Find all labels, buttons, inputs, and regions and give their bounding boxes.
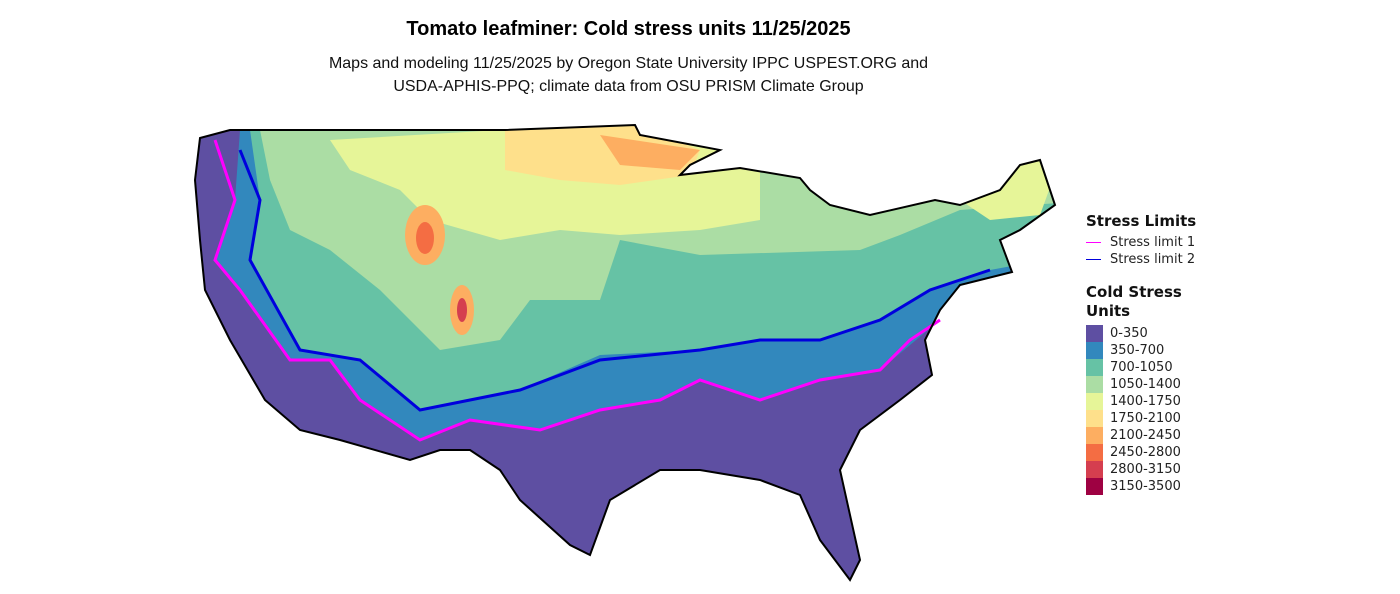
legend-item-stress-limit-1: Stress limit 1	[1086, 234, 1196, 251]
zone-2100-2450	[600, 135, 700, 170]
legend-item-class: 0-350	[1086, 325, 1182, 342]
class-label: 3150-3500	[1110, 479, 1181, 494]
class-label: 350-700	[1110, 343, 1165, 358]
class-label: 1750-2100	[1110, 411, 1181, 426]
stress-limit-1-swatch	[1086, 242, 1101, 243]
cold-stress-legend-title-2: Units	[1086, 302, 1131, 320]
class-swatch	[1086, 359, 1103, 376]
class-swatch	[1086, 376, 1103, 393]
legend-item-class: 1750-2100	[1086, 410, 1182, 427]
legend-item-stress-limit-2: Stress limit 2	[1086, 251, 1196, 268]
class-swatch	[1086, 325, 1103, 342]
class-label: 2100-2450	[1110, 428, 1181, 443]
legend-item-class: 350-700	[1086, 342, 1182, 359]
stress-limits-legend-title: Stress Limits	[1086, 212, 1197, 230]
cold-stress-legend: Cold Stress Units 0-350 350-700 700-1050 10…	[1086, 283, 1182, 495]
class-label: 2800-3150	[1110, 462, 1181, 477]
class-swatch	[1086, 393, 1103, 410]
legend-item-class: 2100-2450	[1086, 427, 1182, 444]
class-swatch	[1086, 461, 1103, 478]
legend-item-class: 1050-1400	[1086, 376, 1182, 393]
stress-limits-legend: Stress Limits Stress limit 1 Stress limi…	[1086, 212, 1196, 268]
class-label: 2450-2800	[1110, 445, 1181, 460]
legend-label: Stress limit 1	[1110, 235, 1196, 250]
stress-raster	[195, 125, 1055, 580]
map-title: Tomato leafminer: Cold stress units 11/2…	[406, 18, 851, 40]
class-label: 700-1050	[1110, 360, 1173, 375]
legend-item-class: 1400-1750	[1086, 393, 1182, 410]
class-swatch	[1086, 444, 1103, 461]
cold-stress-classes: 0-350 350-700 700-1050 1050-1400 1400-1750 17…	[1086, 325, 1182, 495]
legend-item-class: 700-1050	[1086, 359, 1182, 376]
stress-limit-1-line	[213, 139, 941, 442]
stress-limit-2-swatch	[1086, 259, 1101, 260]
map-subtitle-line2: USDA-APHIS-PPQ; climate data from OSU PR…	[393, 78, 864, 95]
class-swatch	[1086, 478, 1103, 495]
legend-item-class: 2800-3150	[1086, 461, 1182, 478]
zone-1750-2100	[505, 125, 700, 185]
class-label: 1050-1400	[1110, 377, 1181, 392]
class-swatch	[1086, 427, 1103, 444]
class-label: 0-350	[1110, 326, 1148, 341]
stress-limit-2-line	[238, 149, 991, 412]
class-label: 1400-1750	[1110, 394, 1181, 409]
legend-label: Stress limit 2	[1110, 252, 1196, 267]
class-swatch	[1086, 342, 1103, 359]
zone-2800-3150	[457, 298, 467, 322]
map-subtitle-line1: Maps and modeling 11/25/2025 by Oregon S…	[328, 55, 929, 72]
legend-item-class: 3150-3500	[1086, 478, 1182, 495]
legend-item-class: 2450-2800	[1086, 444, 1182, 461]
zone-2450-2800	[416, 222, 434, 254]
cold-stress-legend-title-1: Cold Stress	[1086, 283, 1182, 301]
class-swatch	[1086, 410, 1103, 427]
